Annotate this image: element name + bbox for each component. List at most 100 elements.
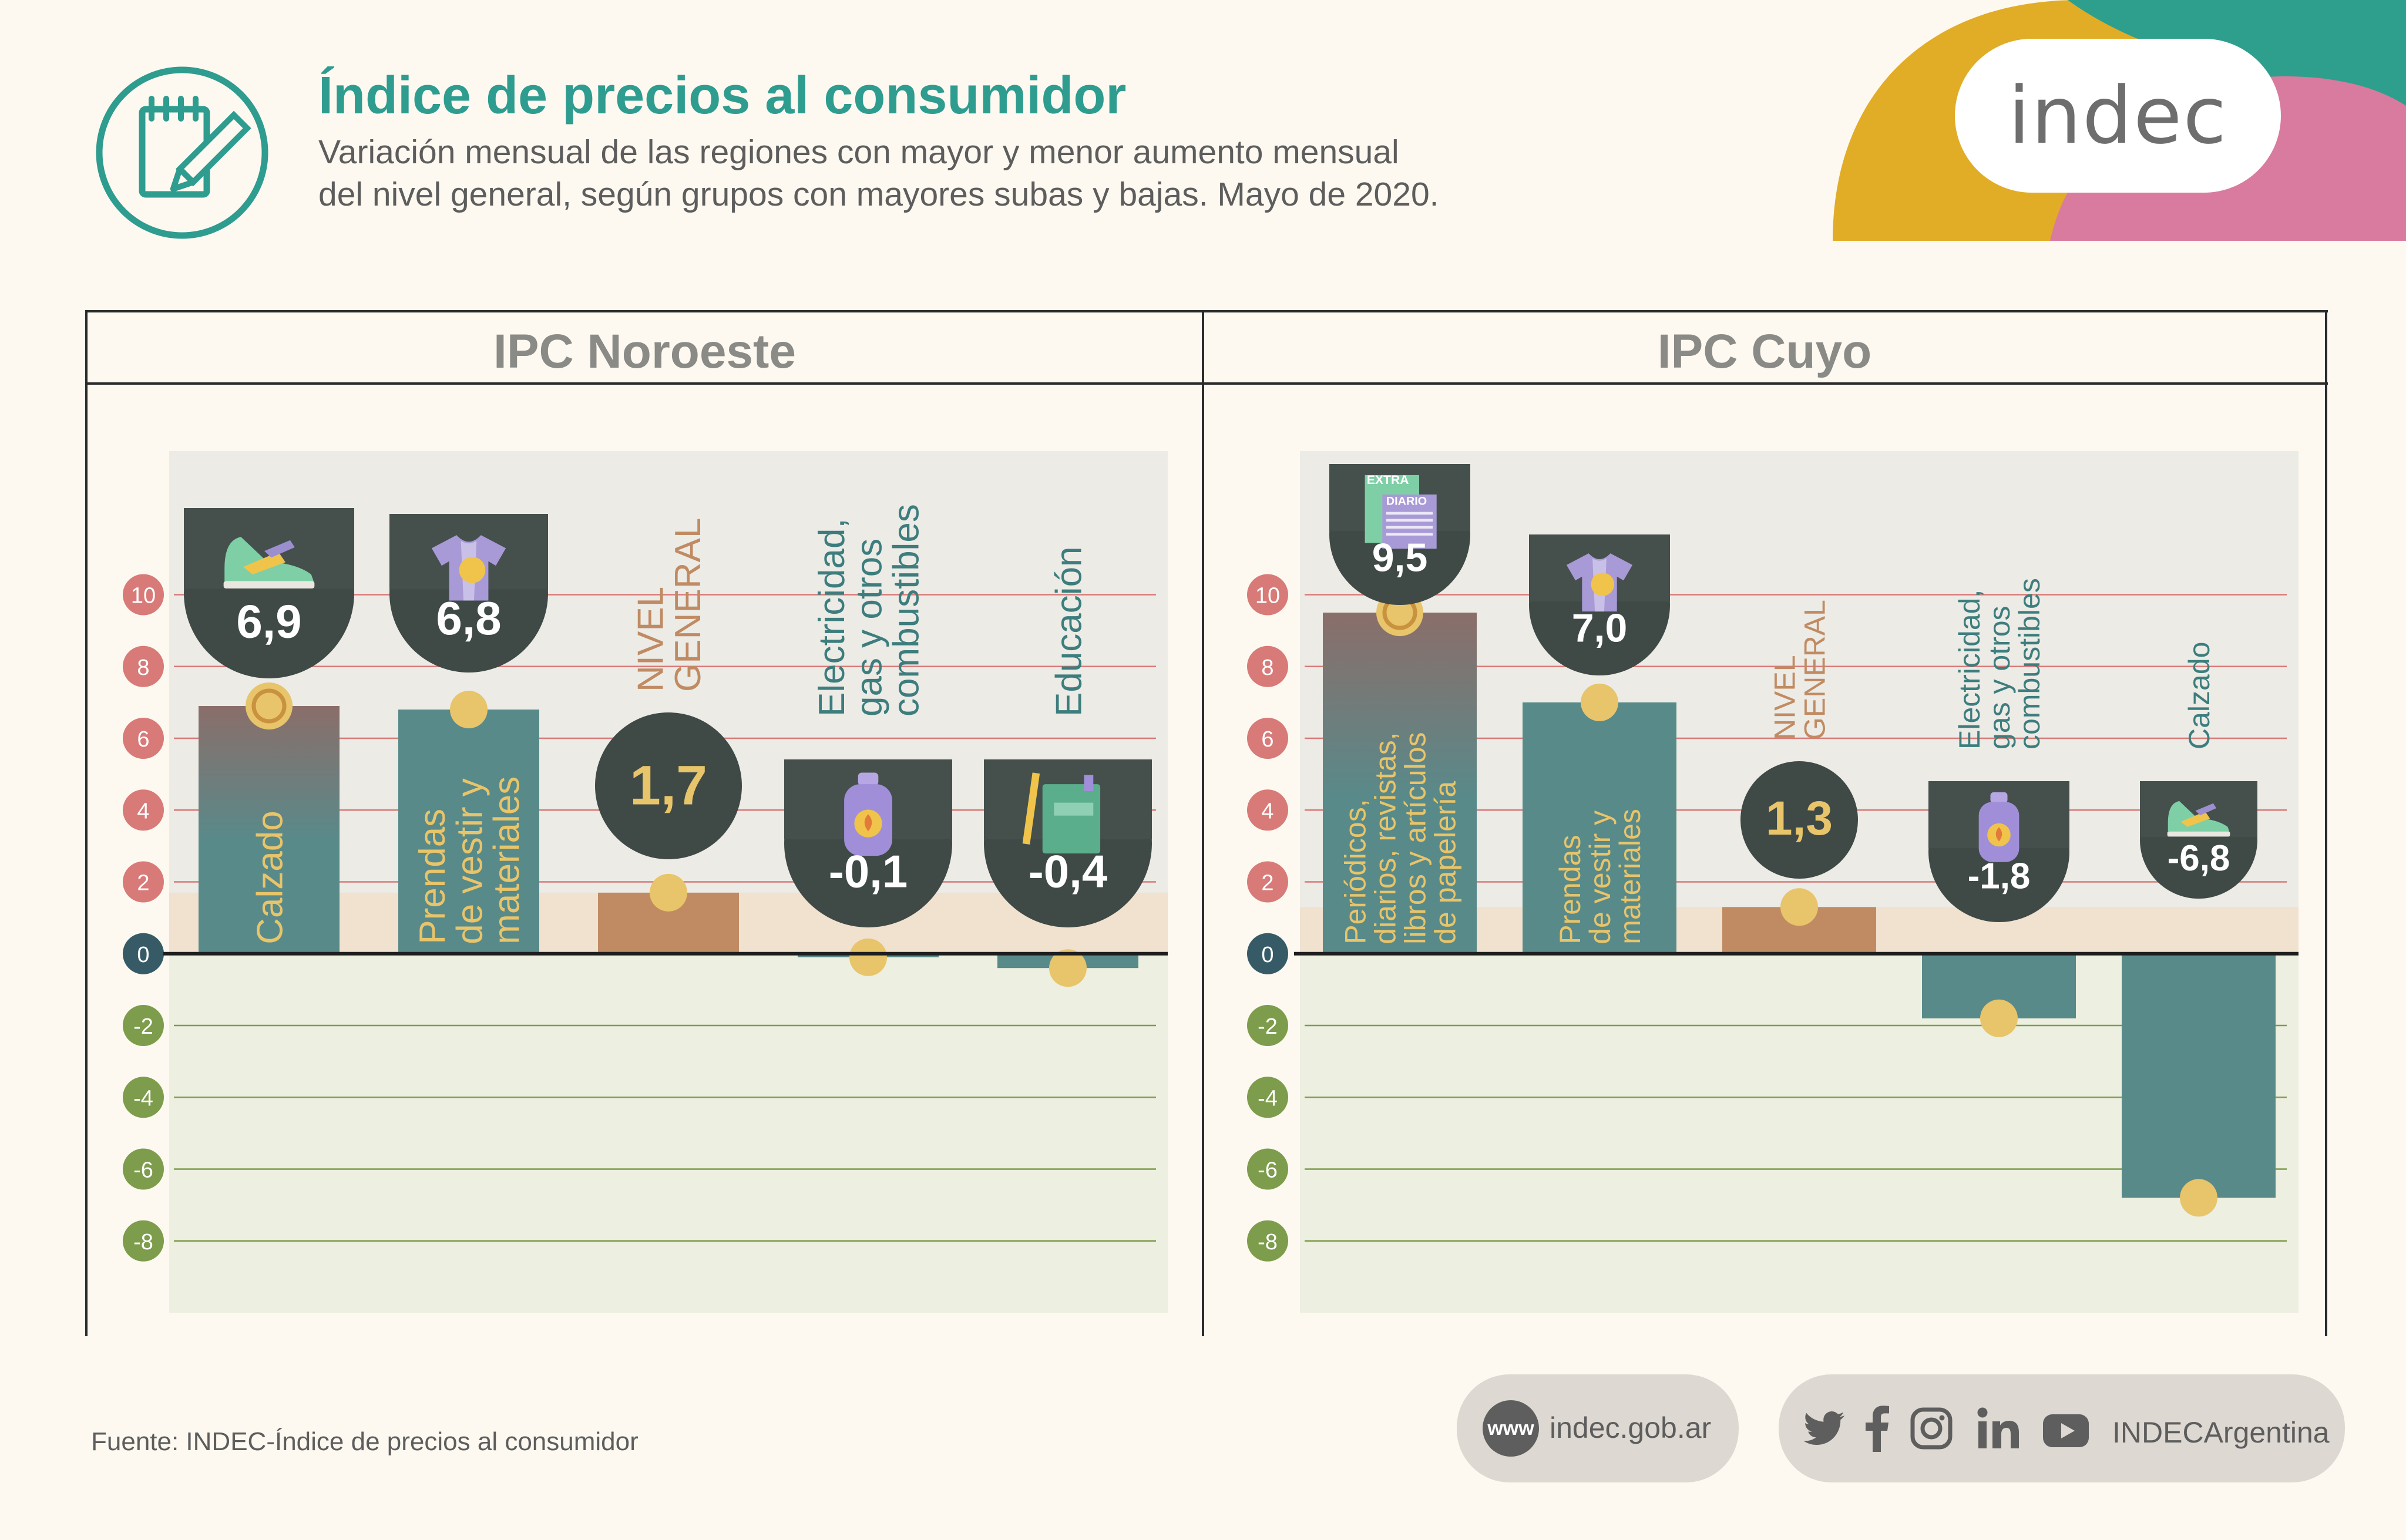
website-link[interactable]: indec.gob.ar: [1550, 1411, 1712, 1444]
y-tick-label: 6: [1261, 727, 1273, 752]
y-tick-badge: [1247, 645, 1288, 687]
y-tick-label: -2: [133, 1014, 153, 1039]
value-label: 9,5: [1372, 535, 1428, 580]
category-label: diarios, revistas,: [1369, 732, 1402, 944]
category-label: libros y artículos: [1399, 732, 1432, 944]
subtitle-line-2: del nivel general, según grupos con mayo…: [318, 176, 1439, 213]
y-tick-label: 6: [137, 727, 149, 752]
value-label: -0,4: [1029, 845, 1107, 897]
category-label: materiales: [1614, 809, 1646, 944]
category-label: materiales: [487, 776, 527, 944]
y-tick-label: -6: [133, 1158, 153, 1183]
value-marker: [450, 691, 488, 729]
y-tick-label: -2: [1258, 1014, 1278, 1039]
category-label: Prendas: [412, 809, 453, 944]
twitter-icon[interactable]: [1803, 1411, 1846, 1448]
bar: [1323, 613, 1477, 954]
category-label: GENERAL: [1799, 600, 1832, 740]
chart-cuyo: 10 8 6 4 2 0 -2 -4 -6 -8 EXTRA DIARIO 9,5 Periódicos,…: [1247, 451, 2299, 1313]
y-tick-badge: [123, 574, 164, 616]
value-label: -6,8: [2168, 838, 2230, 879]
bar: [199, 705, 340, 954]
notepad-pencil-icon: [96, 66, 268, 239]
category-label: de papelería: [1429, 781, 1462, 944]
value-marker: [650, 873, 687, 912]
value-marker: [1780, 888, 1818, 926]
y-tick-badge: [1247, 861, 1288, 903]
logo-text: indec: [2008, 70, 2228, 162]
y-tick-badge: [123, 645, 164, 687]
category-label: Educación: [1049, 546, 1089, 717]
value-label: 7,0: [1572, 606, 1628, 650]
y-tick-label: 8: [1261, 655, 1273, 680]
plot-background-negative: [169, 953, 1168, 1313]
category-label: NIVEL: [1769, 655, 1802, 740]
value-badge: [1740, 761, 1858, 879]
value-marker-ring: [251, 688, 287, 724]
y-tick-badge: [1247, 1005, 1288, 1046]
linkedin-icon[interactable]: [1977, 1407, 2024, 1450]
value-badge: [595, 712, 742, 859]
y-tick-label: 0: [1261, 943, 1273, 967]
instagram-icon[interactable]: [1910, 1407, 1953, 1450]
y-tick-label: 2: [137, 871, 149, 896]
newspaper-icon-text: EXTRA: [1367, 473, 1409, 487]
value-label: 6,8: [436, 592, 501, 644]
bar: [398, 710, 539, 954]
y-tick-badge: [123, 718, 164, 759]
y-tick-label: 10: [131, 584, 156, 608]
y-tick-label: 10: [1255, 584, 1280, 608]
category-label: gas y otros: [1983, 606, 2016, 749]
value-marker-core: [261, 697, 277, 714]
category-label: Prendas: [1554, 835, 1587, 944]
value-marker: [1581, 683, 1618, 721]
y-tick-badge: [1247, 718, 1288, 759]
www-badge: www: [1483, 1400, 1539, 1457]
source-note: Fuente: INDEC-Índice de precios al consu…: [91, 1427, 639, 1456]
bar: [1523, 702, 1676, 954]
y-tick-badge: [1247, 933, 1288, 974]
value-label: 6,9: [236, 595, 301, 647]
logo: indec: [1955, 39, 2281, 193]
social-handle: INDECArgentina: [2112, 1416, 2330, 1449]
category-label: Electricidad,: [1953, 590, 1986, 749]
y-tick-badge: [123, 1077, 164, 1118]
category-label: Calzado: [2183, 642, 2216, 749]
value-marker-core: [1392, 604, 1408, 621]
y-tick-label: -6: [1258, 1158, 1278, 1183]
y-tick-label: -4: [133, 1086, 153, 1111]
y-tick-badge: [1247, 1220, 1288, 1262]
y-tick-badge: [123, 1220, 164, 1262]
value-marker: [849, 938, 887, 976]
newspaper-icon-text: DIARIO: [1386, 495, 1427, 508]
y-tick-label: -8: [1258, 1230, 1278, 1255]
y-tick-badge: [123, 861, 164, 903]
youtube-icon[interactable]: [2043, 1414, 2089, 1447]
bar: [2122, 953, 2276, 1198]
y-tick-badge: [1247, 789, 1288, 831]
y-tick-label: 4: [137, 799, 149, 823]
category-label: de vestir y: [449, 778, 490, 944]
panel-title-cuyo: IPC Cuyo: [1657, 325, 1872, 378]
y-tick-badge: [1247, 574, 1288, 616]
category-label: Calzado: [250, 811, 290, 944]
y-tick-label: 0: [137, 943, 149, 967]
page-title: Índice de precios al consumidor: [318, 66, 1127, 125]
y-tick-label: 4: [1261, 799, 1273, 823]
y-tick-badge: [123, 1148, 164, 1190]
category-label: Periódicos,: [1339, 799, 1372, 944]
category-label: de vestir y: [1584, 811, 1617, 944]
category-label: combustibles: [2013, 578, 2046, 749]
y-tick-badge: [123, 933, 164, 974]
subtitle-line-1: Variación mensual de las regiones con ma…: [318, 133, 1399, 171]
y-tick-badge: [123, 1005, 164, 1046]
value-label: -0,1: [829, 845, 908, 897]
value-label: 1,7: [630, 754, 707, 816]
facebook-icon[interactable]: [1866, 1405, 1889, 1452]
y-tick-label: -8: [133, 1230, 153, 1255]
y-tick-badge: [1247, 1148, 1288, 1190]
category-label: gas y otros: [849, 539, 889, 717]
category-label: GENERAL: [668, 518, 708, 692]
category-label: Electricidad,: [812, 518, 852, 717]
